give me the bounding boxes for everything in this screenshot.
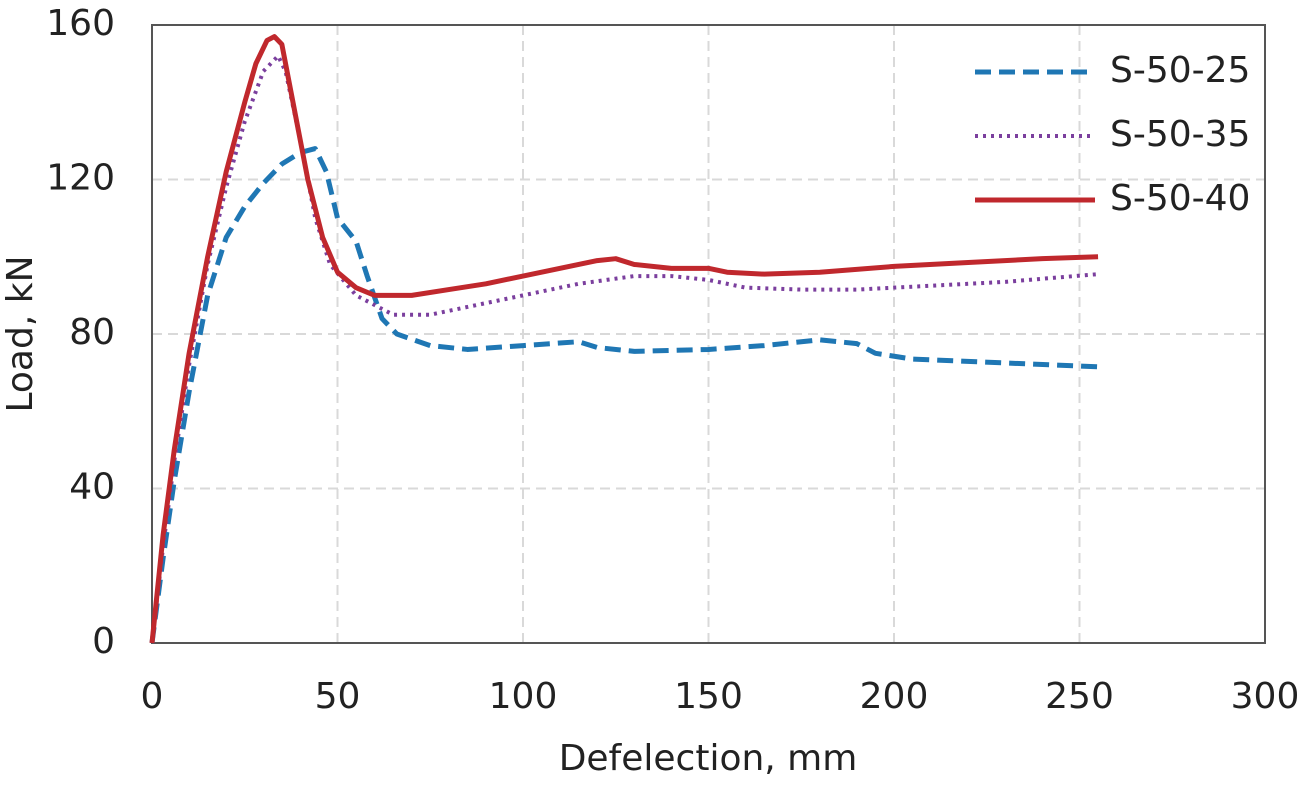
y-tick-label: 160	[46, 3, 115, 44]
line-series	[149, 146, 1099, 644]
legend-label: S-50-35	[1110, 114, 1250, 155]
x-tick-label: 0	[141, 676, 164, 717]
line-series	[149, 34, 1099, 644]
y-tick-label: 120	[46, 158, 115, 199]
x-tick-label: 50	[315, 676, 361, 717]
y-tick-label: 0	[92, 621, 115, 662]
y-tick-label: 80	[69, 312, 115, 353]
x-tick-label: 150	[674, 676, 743, 717]
line-series	[150, 53, 1099, 644]
y-axis-label: Load, kN	[0, 255, 41, 412]
plot-frame	[151, 24, 1266, 644]
legend-label: S-50-25	[1110, 50, 1250, 91]
x-tick-label: 250	[1045, 676, 1114, 717]
x-tick-label: 300	[1231, 676, 1300, 717]
x-axis-label: Defelection, mm	[559, 738, 858, 779]
x-tick-label: 200	[860, 676, 929, 717]
y-tick-label: 40	[69, 467, 115, 508]
x-tick-label: 100	[489, 676, 558, 717]
legend-label: S-50-40	[1110, 178, 1250, 219]
